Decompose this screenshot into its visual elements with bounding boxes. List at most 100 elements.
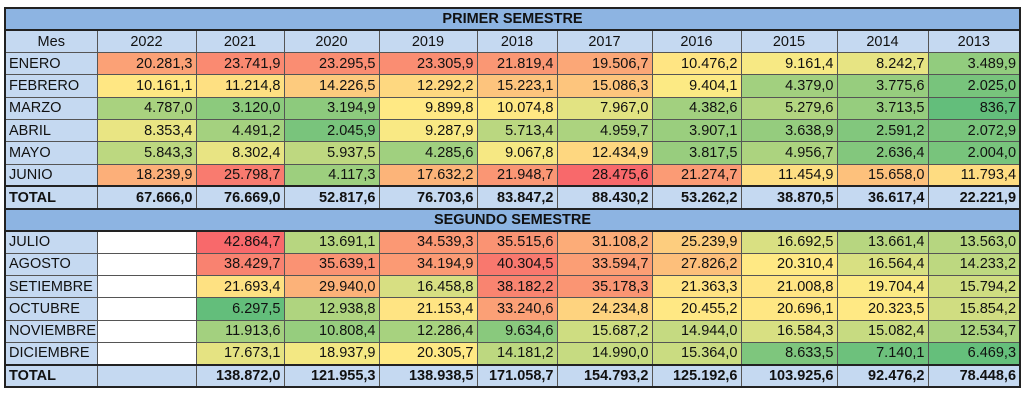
value-cell[interactable]: 5.713,4 — [476, 118, 558, 143]
total-cell[interactable]: 78.448,6 — [927, 363, 1021, 389]
value-cell[interactable]: 15.658,0 — [836, 163, 929, 187]
value-cell[interactable]: 7.967,0 — [556, 96, 653, 120]
value-cell[interactable]: 9.634,6 — [476, 319, 558, 343]
value-cell[interactable]: 16.458,8 — [378, 275, 478, 299]
value-cell[interactable]: 15.223,1 — [476, 74, 558, 98]
value-cell[interactable]: 40.304,5 — [476, 252, 558, 277]
value-cell[interactable]: 6.469,3 — [927, 341, 1021, 366]
value-cell[interactable]: 2.636,4 — [836, 141, 929, 165]
value-cell[interactable]: 2.591,2 — [836, 118, 929, 143]
value-cell[interactable]: 10.808,4 — [283, 319, 380, 343]
value-cell[interactable]: 9.899,8 — [378, 96, 478, 120]
value-cell[interactable]: 21.363,3 — [651, 275, 742, 299]
value-cell[interactable]: 3.120,0 — [195, 96, 285, 120]
value-cell[interactable]: 2.045,9 — [283, 118, 380, 143]
value-cell[interactable]: 4.787,0 — [96, 96, 197, 120]
value-cell[interactable]: 16.692,5 — [740, 230, 838, 254]
value-cell[interactable]: 34.539,3 — [378, 230, 478, 254]
value-cell[interactable]: 3.775,6 — [836, 74, 929, 98]
value-cell[interactable] — [96, 341, 197, 366]
value-cell[interactable]: 15.086,3 — [556, 74, 653, 98]
value-cell[interactable]: 23.305,9 — [378, 52, 478, 76]
value-cell[interactable]: 20.281,3 — [96, 52, 197, 76]
value-cell[interactable]: 15.794,2 — [927, 275, 1021, 299]
value-cell[interactable]: 11.214,8 — [195, 74, 285, 98]
value-cell[interactable]: 20.310,4 — [740, 252, 838, 277]
value-cell[interactable]: 4.959,7 — [556, 118, 653, 143]
total-cell[interactable]: 67.666,0 — [96, 185, 197, 210]
value-cell[interactable]: 38.429,7 — [195, 252, 285, 277]
value-cell[interactable]: 10.476,2 — [651, 52, 742, 76]
value-cell[interactable]: 11.454,9 — [740, 163, 838, 187]
value-cell[interactable]: 21.948,7 — [476, 163, 558, 187]
value-cell[interactable]: 15.082,4 — [836, 319, 929, 343]
value-cell[interactable]: 20.696,1 — [740, 297, 838, 321]
value-cell[interactable]: 35.515,6 — [476, 230, 558, 254]
value-cell[interactable]: 3.194,9 — [283, 96, 380, 120]
value-cell[interactable]: 18.239,9 — [96, 163, 197, 187]
value-cell[interactable]: 19.506,7 — [556, 52, 653, 76]
value-cell[interactable]: 3.817,5 — [651, 141, 742, 165]
value-cell[interactable]: 11.793,4 — [927, 163, 1021, 187]
value-cell[interactable]: 13.563,0 — [927, 230, 1021, 254]
value-cell[interactable]: 3.907,1 — [651, 118, 742, 143]
value-cell[interactable]: 13.691,1 — [283, 230, 380, 254]
value-cell[interactable] — [96, 252, 197, 277]
value-cell[interactable]: 21.008,8 — [740, 275, 838, 299]
value-cell[interactable]: 14.944,0 — [651, 319, 742, 343]
value-cell[interactable]: 23.295,5 — [283, 52, 380, 76]
value-cell[interactable]: 21.819,4 — [476, 52, 558, 76]
value-cell[interactable]: 8.633,5 — [740, 341, 838, 366]
value-cell[interactable]: 6.297,5 — [195, 297, 285, 321]
total-cell[interactable]: 138.872,0 — [195, 363, 285, 389]
value-cell[interactable]: 4.379,0 — [740, 74, 838, 98]
value-cell[interactable]: 836,7 — [927, 96, 1021, 120]
value-cell[interactable]: 2.025,0 — [927, 74, 1021, 98]
total-cell[interactable]: 92.476,2 — [836, 363, 929, 389]
total-cell[interactable]: 83.847,2 — [476, 185, 558, 210]
total-cell[interactable]: 52.817,6 — [283, 185, 380, 210]
value-cell[interactable]: 42.864,7 — [195, 230, 285, 254]
value-cell[interactable]: 9.161,4 — [740, 52, 838, 76]
value-cell[interactable]: 20.323,5 — [836, 297, 929, 321]
value-cell[interactable]: 10.074,8 — [476, 96, 558, 120]
value-cell[interactable]: 5.937,5 — [283, 141, 380, 165]
value-cell[interactable]: 2.004,0 — [927, 141, 1021, 165]
value-cell[interactable]: 29.940,0 — [283, 275, 380, 299]
value-cell[interactable]: 4.117,3 — [283, 163, 380, 187]
total-cell[interactable]: 171.058,7 — [476, 363, 558, 389]
value-cell[interactable]: 14.233,2 — [927, 252, 1021, 277]
value-cell[interactable]: 14.226,5 — [283, 74, 380, 98]
value-cell[interactable]: 8.353,4 — [96, 118, 197, 143]
value-cell[interactable]: 9.287,9 — [378, 118, 478, 143]
value-cell[interactable]: 33.240,6 — [476, 297, 558, 321]
value-cell[interactable]: 21.153,4 — [378, 297, 478, 321]
value-cell[interactable]: 31.108,2 — [556, 230, 653, 254]
value-cell[interactable]: 4.285,6 — [378, 141, 478, 165]
total-cell[interactable]: 121.955,3 — [283, 363, 380, 389]
total-cell[interactable]: 103.925,6 — [740, 363, 838, 389]
value-cell[interactable]: 24.234,8 — [556, 297, 653, 321]
value-cell[interactable]: 9.404,1 — [651, 74, 742, 98]
value-cell[interactable]: 25.798,7 — [195, 163, 285, 187]
value-cell[interactable]: 14.181,2 — [476, 341, 558, 366]
value-cell[interactable]: 20.455,2 — [651, 297, 742, 321]
value-cell[interactable]: 35.639,1 — [283, 252, 380, 277]
value-cell[interactable]: 8.242,7 — [836, 52, 929, 76]
total-cell[interactable]: 154.793,2 — [556, 363, 653, 389]
value-cell[interactable]: 3.489,9 — [927, 52, 1021, 76]
value-cell[interactable]: 28.475,6 — [556, 163, 653, 187]
value-cell[interactable]: 12.286,4 — [378, 319, 478, 343]
total-cell[interactable]: 36.617,4 — [836, 185, 929, 210]
value-cell[interactable]: 4.382,6 — [651, 96, 742, 120]
value-cell[interactable]: 16.564,4 — [836, 252, 929, 277]
value-cell[interactable] — [96, 319, 197, 343]
value-cell[interactable]: 33.594,7 — [556, 252, 653, 277]
value-cell[interactable]: 12.434,9 — [556, 141, 653, 165]
total-cell[interactable]: 125.192,6 — [651, 363, 742, 389]
total-cell[interactable]: 76.703,6 — [378, 185, 478, 210]
value-cell[interactable]: 3.638,9 — [740, 118, 838, 143]
value-cell[interactable]: 15.854,2 — [927, 297, 1021, 321]
value-cell[interactable]: 38.182,2 — [476, 275, 558, 299]
value-cell[interactable]: 34.194,9 — [378, 252, 478, 277]
